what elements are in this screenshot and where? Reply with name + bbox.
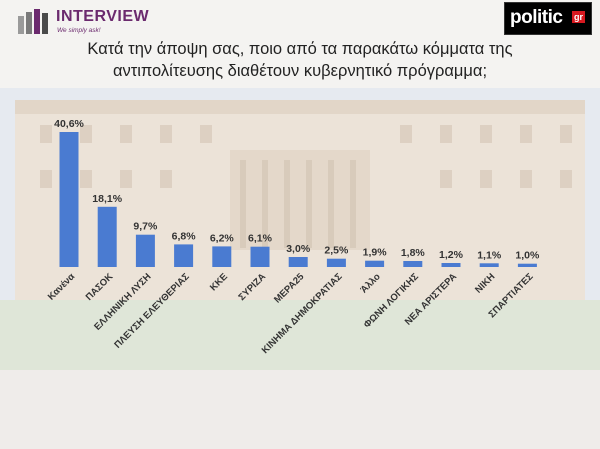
chart-title-line-1: Κατά την άποψη σας, ποιο από τα παρακάτω… <box>87 40 513 58</box>
data-label-12: 1,0% <box>515 250 540 262</box>
tick-label-1: ΠΑΣΟΚ <box>84 271 116 303</box>
data-label-2: 9,7% <box>133 221 158 233</box>
data-label-7: 2,5% <box>324 245 349 257</box>
tick-label-6: ΜΕΡΑ25 <box>272 271 307 306</box>
bar-4 <box>212 246 232 267</box>
data-label-0: 40,6% <box>54 118 84 130</box>
data-label-11: 1,1% <box>477 249 502 261</box>
data-label-6: 3,0% <box>286 243 311 255</box>
interview-logo-icon <box>18 9 48 34</box>
bar-8 <box>365 260 385 267</box>
tick-label-5: ΣΥΡΙΖΑ <box>237 271 269 303</box>
bar-7 <box>326 258 346 267</box>
interview-logo-tagline: We simply ask! <box>57 27 101 34</box>
politic-logo-text: politic <box>510 7 563 28</box>
tick-label-4: ΚΚΕ <box>208 271 230 293</box>
bar-1 <box>97 206 117 267</box>
tick-label-0: Κανένα <box>46 271 77 302</box>
tick-label-3: ΠΛΕΥΣΗ ΕΛΕΥΘΕΡΙΑΣ <box>112 271 192 351</box>
data-label-9: 1,8% <box>401 247 426 259</box>
data-label-3: 6,8% <box>172 230 197 242</box>
bar-10 <box>441 263 461 267</box>
interview-logo: INTERVIEW We simply ask! <box>16 6 156 40</box>
tick-label-11: ΝΙΚΗ <box>473 271 497 295</box>
chart-title-line-2: αντιπολίτευσης διαθέτουν κυβερνητικό πρό… <box>112 62 488 80</box>
bar-6 <box>288 257 308 267</box>
tick-label-7: ΚΙΝΗΜΑ ΔΗΜΟΚΡΑΤΙΑΣ <box>260 271 345 356</box>
data-label-4: 6,2% <box>210 232 235 244</box>
bar-9 <box>403 261 423 267</box>
bar-12 <box>517 263 537 267</box>
bar-3 <box>174 244 194 267</box>
tick-label-8: Άλλο <box>359 271 383 295</box>
bar-0 <box>59 132 79 267</box>
politic-logo-suffix: gr <box>572 11 585 23</box>
bar-11 <box>479 263 499 267</box>
data-label-5: 6,1% <box>248 233 273 245</box>
interview-logo-text: INTERVIEW <box>56 8 150 25</box>
bar-2 <box>135 234 155 267</box>
bar-5 <box>250 246 270 267</box>
data-label-10: 1,2% <box>439 249 464 261</box>
data-label-8: 1,9% <box>363 247 388 259</box>
data-label-1: 18,1% <box>92 193 122 205</box>
politic-logo: politic gr <box>504 2 592 35</box>
